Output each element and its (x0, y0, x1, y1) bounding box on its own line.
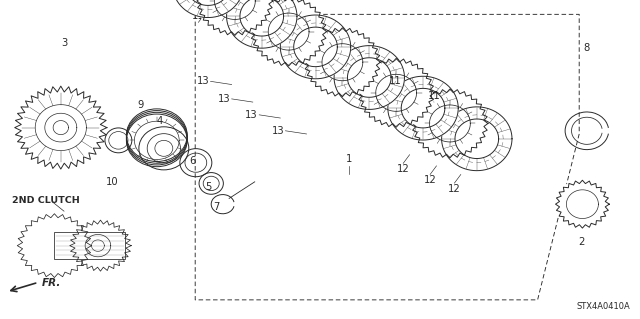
Polygon shape (19, 215, 90, 276)
Text: 5: 5 (205, 182, 211, 192)
Bar (54, 232, 125, 259)
Text: 10: 10 (106, 177, 118, 187)
Text: 13: 13 (271, 126, 284, 136)
Text: 1: 1 (346, 154, 352, 165)
Text: 8: 8 (584, 43, 590, 53)
Text: 2: 2 (578, 237, 584, 248)
Polygon shape (388, 76, 458, 140)
Polygon shape (280, 15, 351, 79)
Polygon shape (173, 0, 243, 18)
Polygon shape (251, 0, 326, 66)
Text: 13: 13 (196, 76, 209, 86)
Text: 7: 7 (213, 202, 220, 212)
Text: 11: 11 (301, 46, 314, 56)
Text: 9: 9 (138, 100, 144, 110)
Text: 11: 11 (223, 20, 236, 31)
Text: 4: 4 (157, 116, 163, 126)
Text: 13: 13 (245, 110, 258, 120)
Text: 11: 11 (262, 33, 275, 43)
Polygon shape (227, 0, 297, 48)
Text: 11: 11 (349, 62, 362, 72)
Text: 12: 12 (448, 184, 461, 194)
Text: FR.: FR. (42, 278, 61, 288)
Polygon shape (442, 107, 512, 171)
Text: 11: 11 (192, 11, 205, 21)
Polygon shape (334, 46, 404, 109)
Polygon shape (15, 86, 107, 169)
Text: STX4A0410A: STX4A0410A (577, 302, 630, 311)
Polygon shape (72, 222, 129, 270)
Polygon shape (305, 28, 380, 97)
Text: 12: 12 (397, 164, 410, 174)
Text: 6: 6 (189, 156, 195, 166)
Polygon shape (556, 180, 609, 228)
Text: 12: 12 (424, 175, 436, 185)
Polygon shape (197, 0, 273, 35)
Polygon shape (412, 89, 488, 158)
Text: 11: 11 (389, 76, 402, 86)
Text: 3: 3 (61, 38, 67, 48)
Text: 11: 11 (428, 91, 440, 101)
Text: 13: 13 (218, 94, 230, 104)
Text: 2ND CLUTCH: 2ND CLUTCH (12, 197, 79, 205)
Polygon shape (358, 58, 434, 127)
